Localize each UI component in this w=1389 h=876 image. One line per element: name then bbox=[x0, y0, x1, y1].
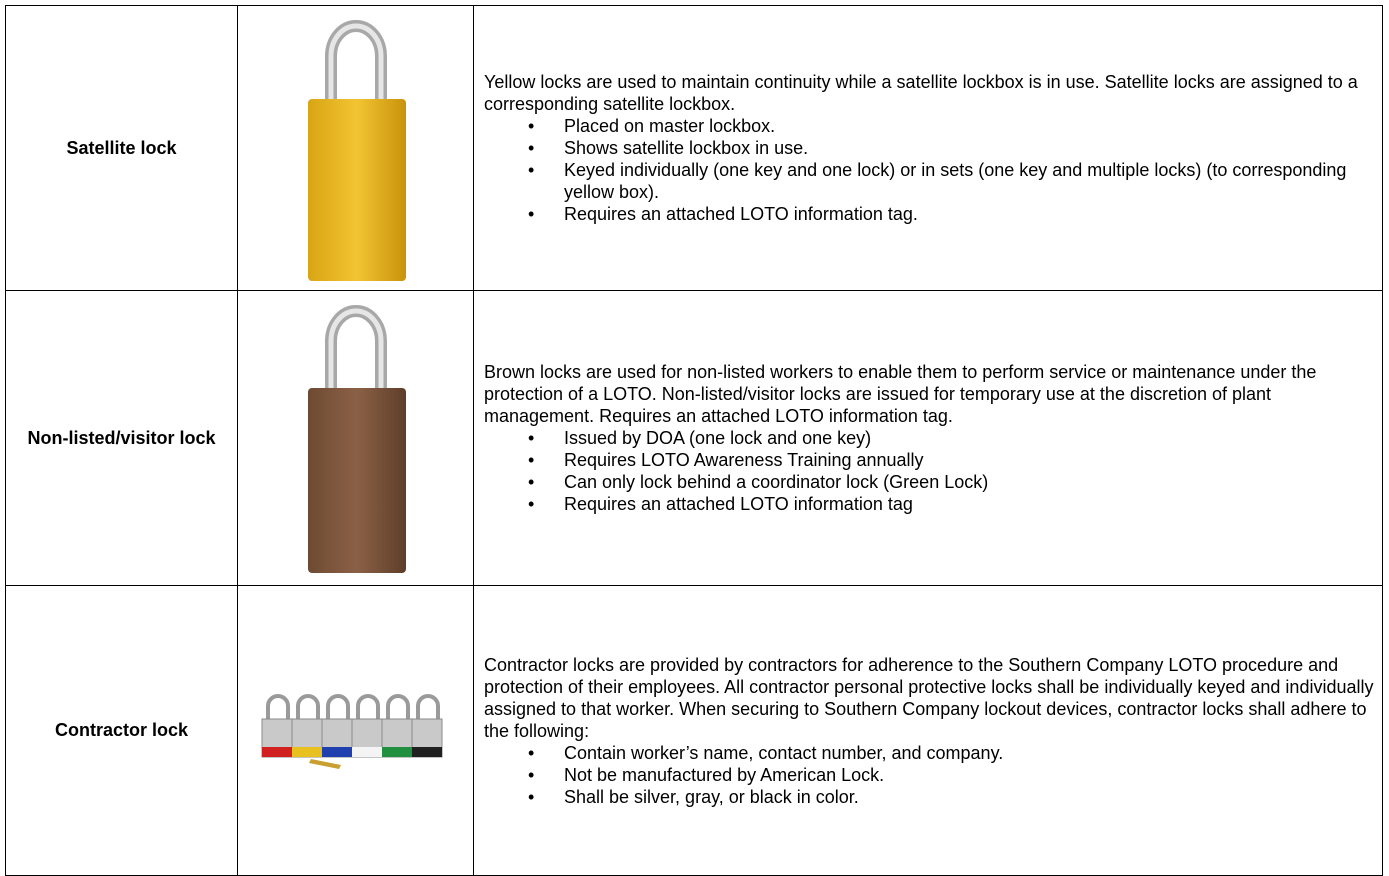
lock-image bbox=[237, 585, 474, 876]
lock-description: Yellow locks are used to maintain contin… bbox=[473, 5, 1383, 291]
row: Non-listed/visitor lock Brown locks are … bbox=[5, 290, 1383, 586]
lock-description: Contractor locks are provided by contrac… bbox=[473, 585, 1383, 876]
row: Satellite lock Yellow locks are used to … bbox=[5, 5, 1383, 291]
bullet-list: Placed on master lockbox.Shows satellite… bbox=[484, 115, 1374, 225]
yellow-padlock bbox=[307, 19, 406, 281]
description-text: Brown locks are used for non-listed work… bbox=[484, 362, 1317, 426]
description-text: Contractor locks are provided by contrac… bbox=[484, 654, 1374, 741]
bullet-item: Shall be silver, gray, or black in color… bbox=[528, 786, 1374, 808]
bullet-item: Requires LOTO Awareness Training annuall… bbox=[528, 449, 1374, 471]
lock-image bbox=[237, 5, 474, 291]
bullet-list: Contain worker’s name, contact number, a… bbox=[484, 742, 1374, 808]
bullet-item: Issued by DOA (one lock and one key) bbox=[528, 427, 1374, 449]
bullet-item: Contain worker’s name, contact number, a… bbox=[528, 742, 1374, 764]
lock-image bbox=[237, 290, 474, 586]
lock-label: Contractor lock bbox=[5, 585, 238, 876]
bullet-item: Placed on master lockbox. bbox=[528, 115, 1374, 137]
bullet-item: Shows satellite lockbox in use. bbox=[528, 137, 1374, 159]
bullet-item: Keyed individually (one key and one lock… bbox=[528, 159, 1374, 203]
bullet-item: Can only lock behind a coordinator lock … bbox=[528, 471, 1374, 493]
bullet-list: Issued by DOA (one lock and one key)Requ… bbox=[484, 427, 1374, 515]
contractor-padlocks bbox=[261, 693, 442, 769]
bullet-item: Not be manufactured by American Lock. bbox=[528, 764, 1374, 786]
bullet-item: Requires an attached LOTO information ta… bbox=[528, 203, 1374, 225]
lock-description: Brown locks are used for non-listed work… bbox=[473, 290, 1383, 586]
lock-label: Non-listed/visitor lock bbox=[5, 290, 238, 586]
lock-label: Satellite lock bbox=[5, 5, 238, 291]
bullet-item: Requires an attached LOTO information ta… bbox=[528, 493, 1374, 515]
lock-table: Satellite lock Yellow locks are used to … bbox=[5, 5, 1383, 876]
brown-padlock bbox=[307, 304, 406, 573]
row: Contractor lock Contractor bbox=[5, 585, 1383, 876]
description-text: Yellow locks are used to maintain contin… bbox=[484, 72, 1358, 114]
